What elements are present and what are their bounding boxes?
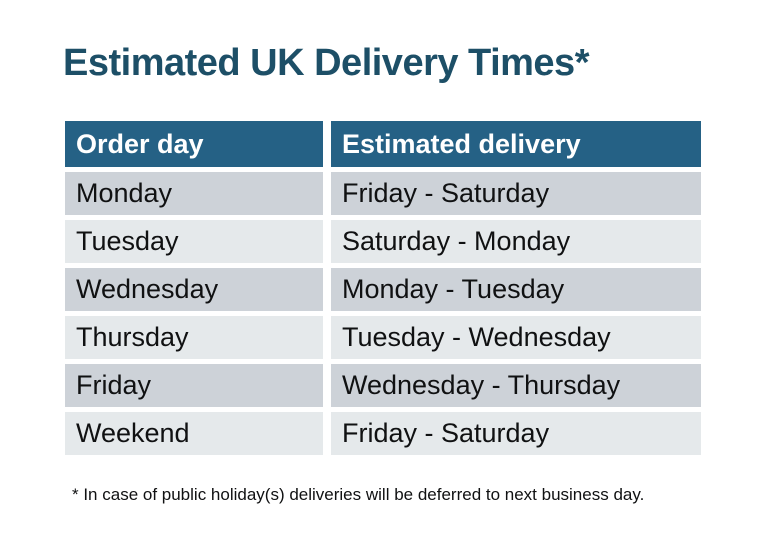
table-cell-order-day: Friday	[65, 364, 323, 407]
table-cell-estimated-delivery: Wednesday - Thursday	[331, 364, 701, 407]
table-cell-order-day: Monday	[65, 172, 323, 215]
column-header-order-day: Order day	[65, 121, 323, 167]
table-cell-estimated-delivery: Friday - Saturday	[331, 412, 701, 455]
table-cell-order-day: Tuesday	[65, 220, 323, 263]
table-cell-order-day: Weekend	[65, 412, 323, 455]
footnote: * In case of public holiday(s) deliverie…	[72, 485, 645, 504]
table-cell-order-day: Wednesday	[65, 268, 323, 311]
column-header-estimated-delivery: Estimated delivery	[331, 121, 701, 167]
table-cell-estimated-delivery: Tuesday - Wednesday	[331, 316, 701, 359]
table-cell-order-day: Thursday	[65, 316, 323, 359]
table-cell-estimated-delivery: Friday - Saturday	[331, 172, 701, 215]
page-title: Estimated UK Delivery Times*	[63, 42, 589, 84]
delivery-times-table: Order day Estimated delivery Monday Frid…	[65, 121, 701, 455]
table-cell-estimated-delivery: Monday - Tuesday	[331, 268, 701, 311]
table-cell-estimated-delivery: Saturday - Monday	[331, 220, 701, 263]
